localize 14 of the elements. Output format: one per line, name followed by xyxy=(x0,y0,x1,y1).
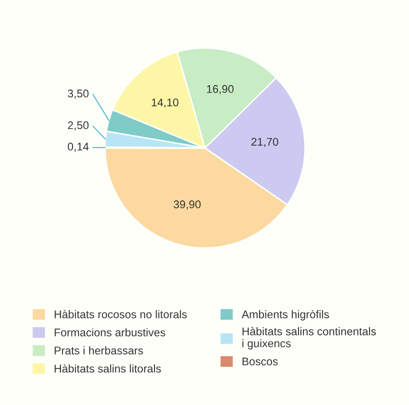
data-label: 14,10 xyxy=(152,98,178,108)
legend-label: Boscos xyxy=(242,358,278,366)
data-label: 39,90 xyxy=(174,200,201,210)
data-label: 16,90 xyxy=(207,85,234,94)
legend-label: Prats i herbassars xyxy=(54,346,143,354)
legend-label: Hàbitats salins continentals i guixencs xyxy=(242,327,376,350)
data-label: 2,50 xyxy=(68,121,89,130)
legend-label: Hàbitats salins litorals xyxy=(54,364,161,373)
legend-label: Ambients higròfils xyxy=(242,310,329,320)
data-label: 21,70 xyxy=(251,138,278,148)
legend-label: Formacions arbustives xyxy=(54,328,166,336)
legend-label: Hàbitats rocosos no litorals xyxy=(54,310,187,318)
data-label: 3,50 xyxy=(68,90,89,99)
data-label: 0,14 xyxy=(68,142,89,152)
